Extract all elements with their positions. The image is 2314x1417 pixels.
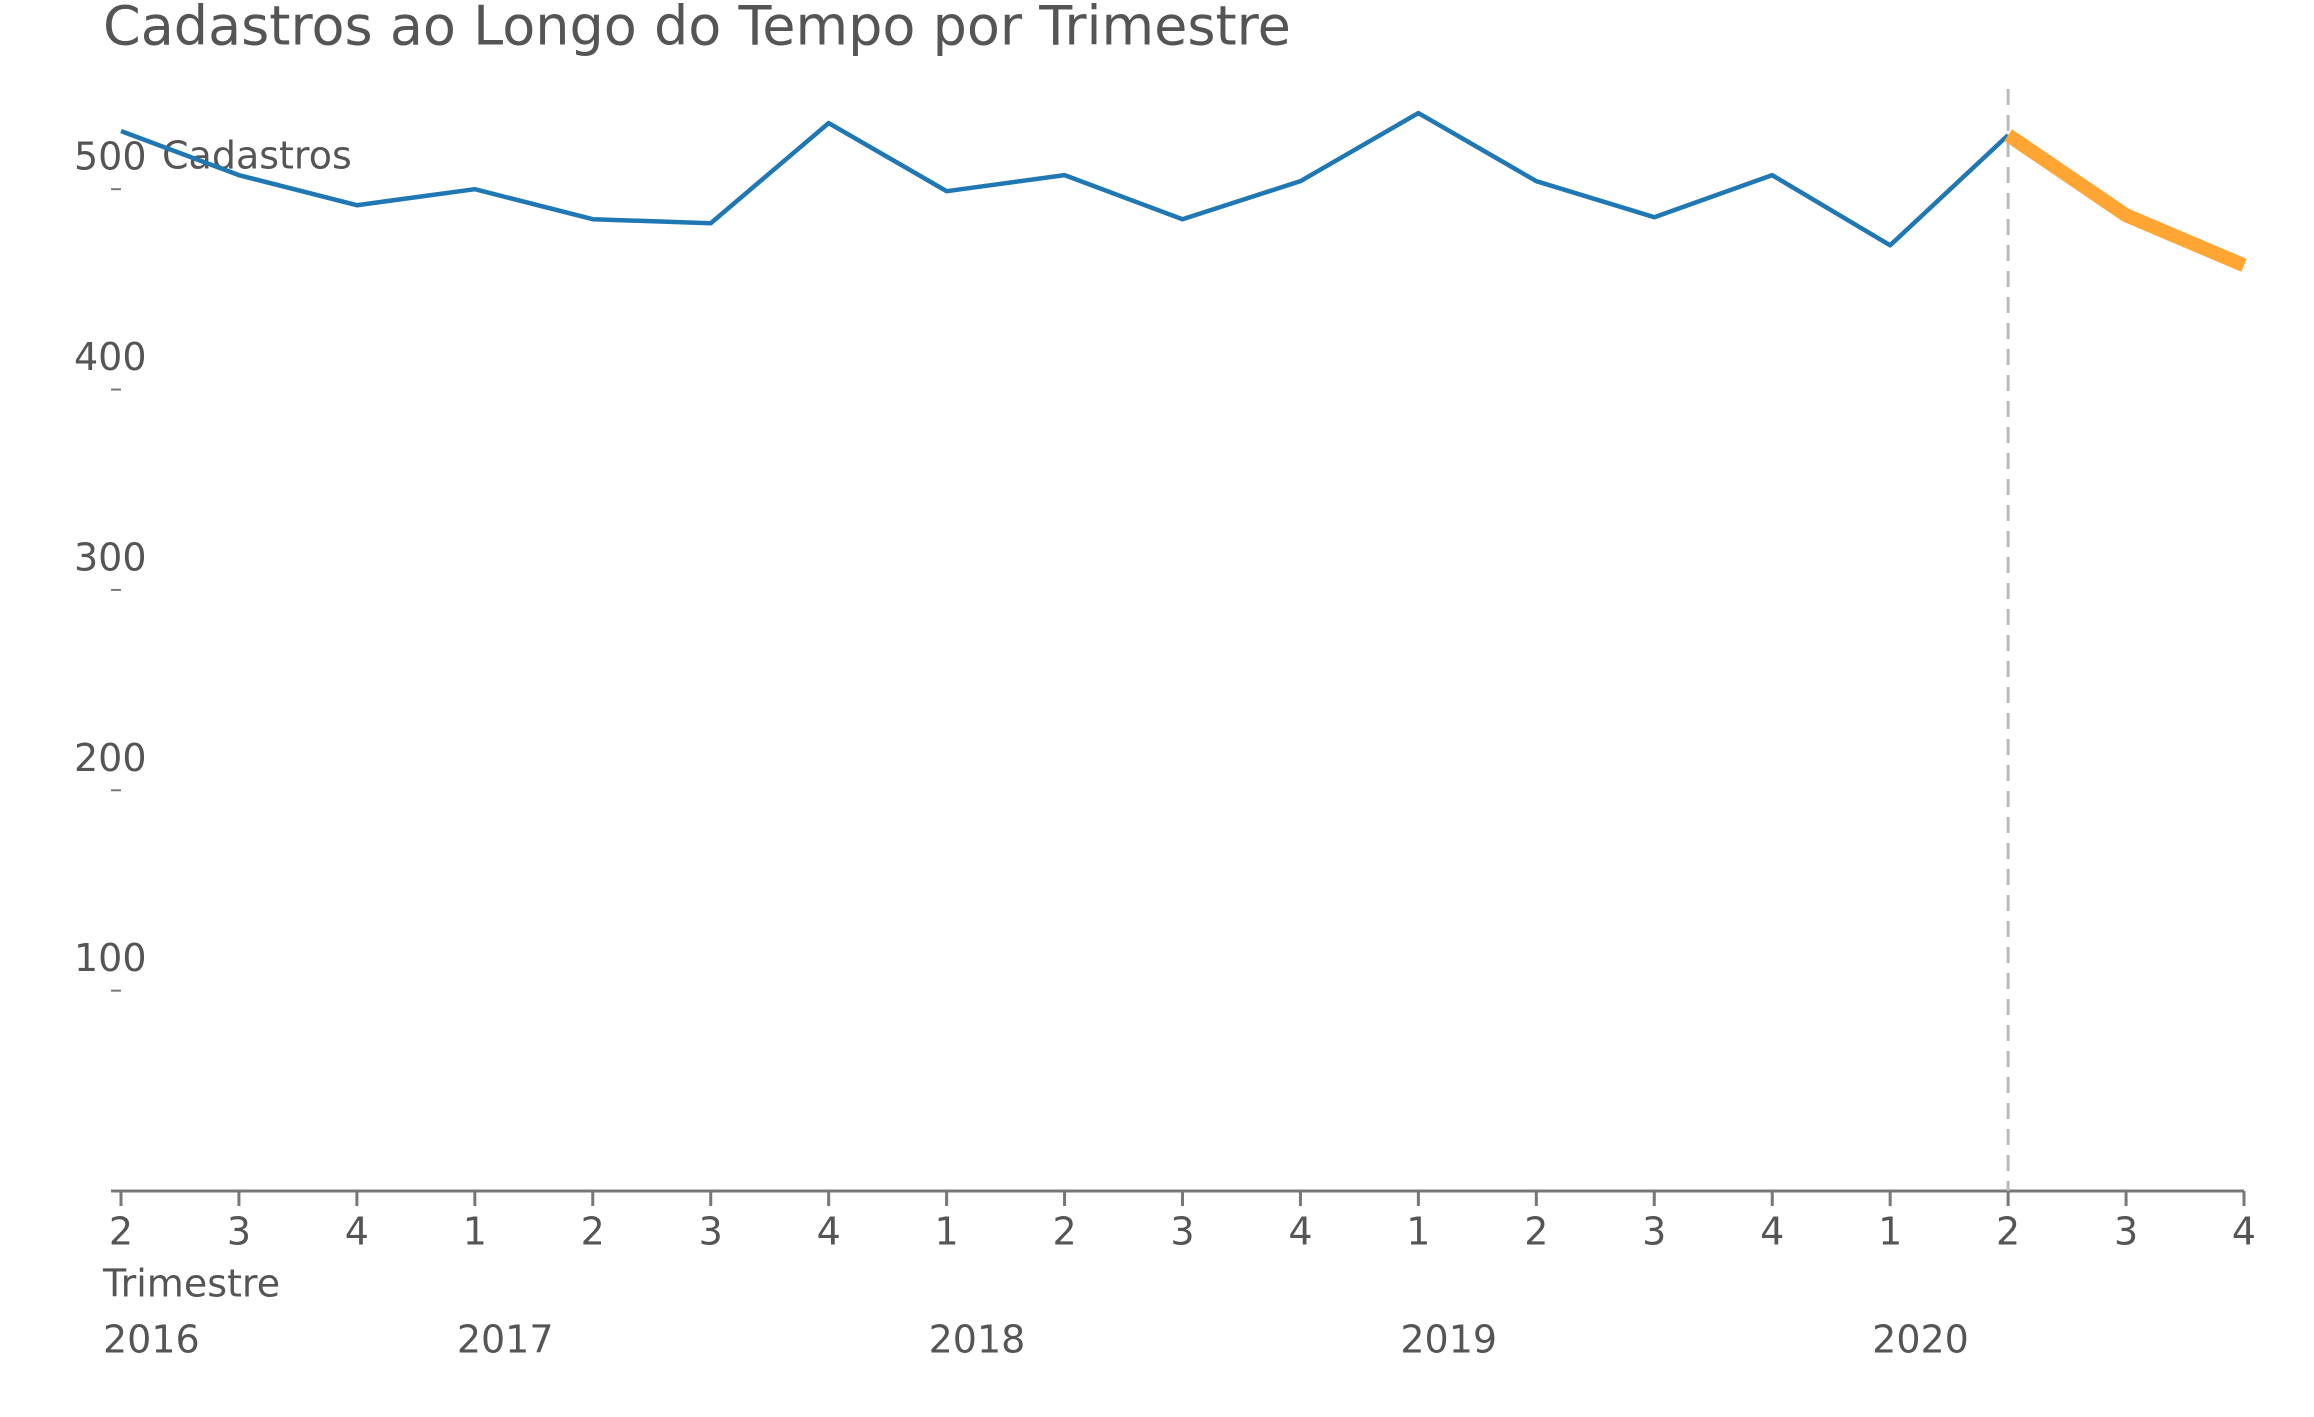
x-group-label: 2018 <box>929 1318 1026 1362</box>
y-axis-label: Cadastros <box>162 134 352 178</box>
x-tick-label: 1 <box>935 1210 959 1254</box>
y-tick-label: 300 <box>74 535 147 579</box>
x-tick-label: 2 <box>109 1210 133 1254</box>
x-tick-label: 2 <box>1524 1210 1548 1254</box>
x-tick-label: 2 <box>1052 1210 1076 1254</box>
x-group-label: 2020 <box>1872 1318 1969 1362</box>
x-tick-label: 2 <box>581 1210 605 1254</box>
x-tick-label: 2 <box>1996 1210 2020 1254</box>
x-tick-label: 3 <box>699 1210 723 1254</box>
line-series <box>2004 129 2247 272</box>
x-tick-label: 4 <box>345 1210 369 1254</box>
x-tick-label: 4 <box>1288 1210 1312 1254</box>
x-tick-label: 3 <box>227 1210 251 1254</box>
x-tick-label: 4 <box>817 1210 841 1254</box>
y-tick-label: 100 <box>74 936 147 980</box>
y-tick-label: 500 <box>74 135 147 179</box>
x-axis-label: Trimestre <box>102 1262 280 1306</box>
x-tick-label: 4 <box>1760 1210 1784 1254</box>
x-tick-label: 1 <box>463 1210 487 1254</box>
x-group-label: 2016 <box>103 1318 200 1362</box>
x-tick-label: 1 <box>1878 1210 1902 1254</box>
y-tick-label: 200 <box>74 736 147 780</box>
x-tick-label: 3 <box>1642 1210 1666 1254</box>
line-series <box>120 110 2010 248</box>
x-group-label: 2017 <box>457 1318 554 1362</box>
x-tick-label: 3 <box>2114 1210 2138 1254</box>
x-tick-label: 1 <box>1406 1210 1430 1254</box>
x-tick-label: 3 <box>1170 1210 1194 1254</box>
x-tick-label: 4 <box>2232 1210 2256 1254</box>
chart-title: Cadastros ao Longo do Tempo por Trimestr… <box>103 0 1291 58</box>
x-group-label: 2019 <box>1400 1318 1497 1362</box>
y-tick-label: 400 <box>74 335 147 379</box>
